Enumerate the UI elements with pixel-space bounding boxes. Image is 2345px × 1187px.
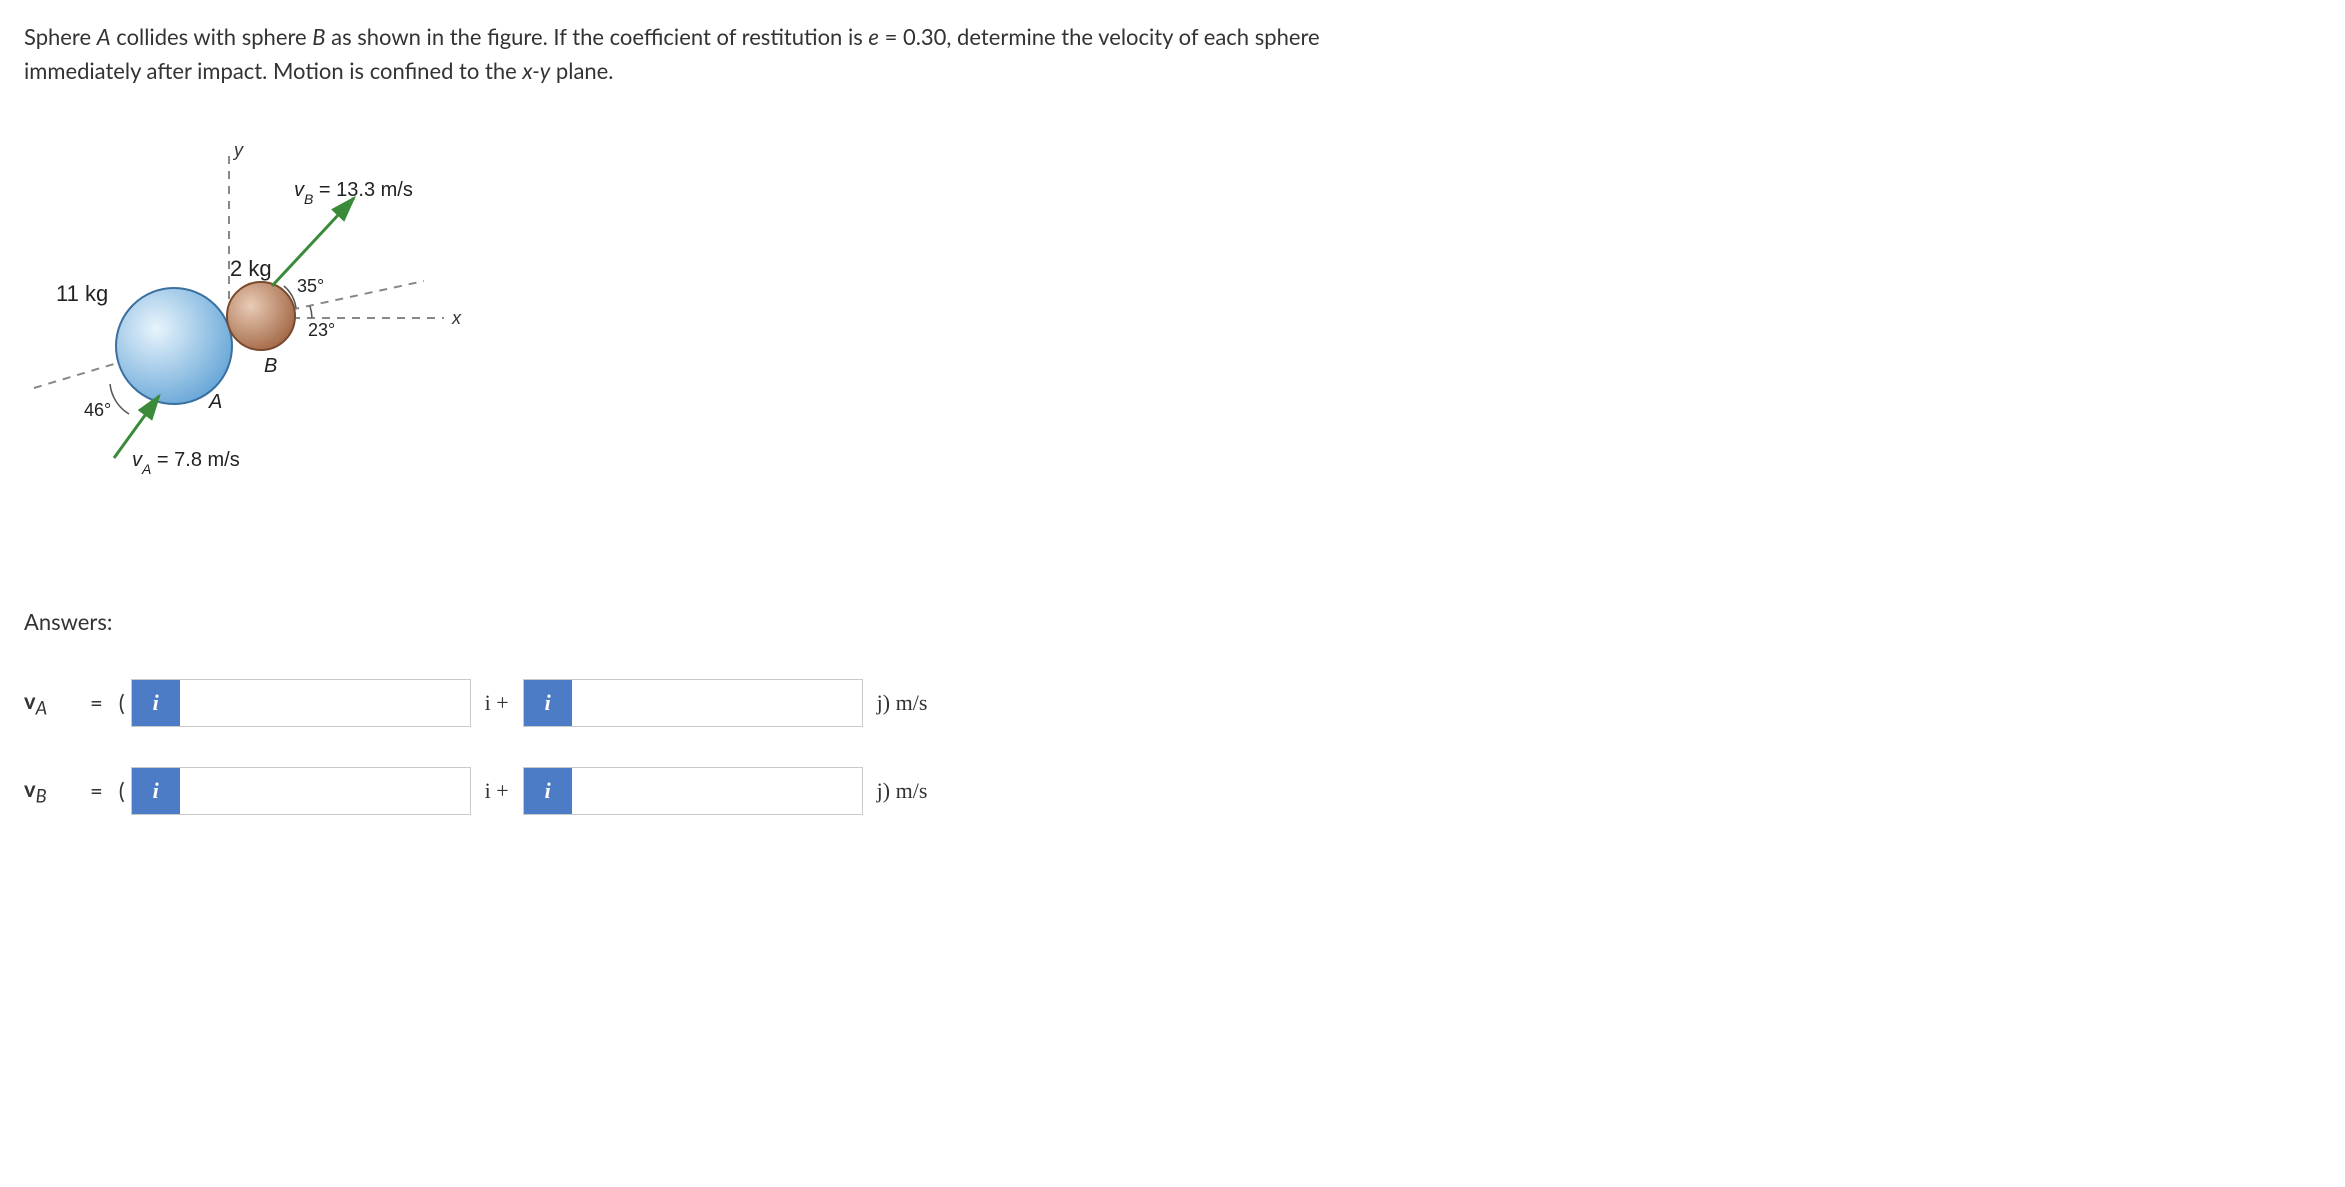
va-j-field[interactable] — [572, 680, 862, 726]
text: plane. — [550, 57, 613, 84]
sym-e: e — [868, 23, 879, 50]
vb-value: vB = 13.3 m/s — [294, 179, 413, 207]
answers-label: Answers: — [24, 605, 2321, 639]
mass-a-label: 11 kg — [56, 281, 108, 306]
answer-row-va: vA = ( i i + i j) m/s — [24, 679, 2321, 727]
vb-arrow — [272, 198, 354, 286]
sym-xy: x-y — [522, 57, 550, 84]
problem-statement: Sphere A collides with sphere B as shown… — [24, 20, 2321, 88]
angle-23-arc — [310, 306, 312, 318]
input-va-i[interactable]: i — [131, 679, 471, 727]
info-icon: i — [524, 680, 572, 726]
mass-b-label: 2 kg — [230, 256, 272, 281]
angle-46-arc — [110, 384, 129, 414]
angle-46-label: 46° — [84, 400, 111, 420]
open-paren: ( — [119, 774, 125, 808]
a-label: A — [208, 391, 222, 413]
sym-va: vA — [24, 684, 80, 722]
i-plus: i + — [485, 686, 509, 720]
angle-23-label: 23° — [308, 320, 335, 340]
sym-A: A — [97, 23, 111, 50]
unit-tail: j) m/s — [877, 686, 928, 720]
b-label: B — [264, 355, 277, 377]
text: collides with sphere — [111, 23, 313, 50]
info-icon: i — [132, 680, 180, 726]
sym-vb: vB — [24, 772, 80, 810]
sym-B: B — [312, 23, 325, 50]
eq-sign: = — [90, 686, 103, 720]
input-va-j[interactable]: i — [523, 679, 863, 727]
vb-i-field[interactable] — [180, 768, 470, 814]
open-paren: ( — [119, 686, 125, 720]
text: as shown in the figure. If the coefficie… — [326, 23, 869, 50]
y-label: y — [232, 140, 244, 160]
angle-35-label: 35° — [297, 276, 324, 296]
info-icon: i — [132, 768, 180, 814]
unit-tail: j) m/s — [877, 774, 928, 808]
input-vb-i[interactable]: i — [131, 767, 471, 815]
info-icon: i — [524, 768, 572, 814]
sphere-a — [116, 288, 232, 404]
vb-j-field[interactable] — [572, 768, 862, 814]
figure: y x 11 kg 2 kg 35° 23° 46° A B vB = 13.3… — [24, 136, 2321, 565]
sphere-b — [227, 282, 295, 350]
va-value: vA = 7.8 m/s — [132, 449, 240, 477]
diagram-svg: y x 11 kg 2 kg 35° 23° 46° A B vB = 13.3… — [24, 136, 504, 556]
text: immediately after impact. Motion is conf… — [24, 57, 522, 84]
text: = 0.30, determine the velocity of each s… — [879, 23, 1320, 50]
x-label: x — [451, 308, 462, 328]
text: Sphere — [24, 23, 97, 50]
answer-row-vb: vB = ( i i + i j) m/s — [24, 767, 2321, 815]
i-plus: i + — [485, 774, 509, 808]
eq-sign: = — [90, 774, 103, 808]
va-i-field[interactable] — [180, 680, 470, 726]
input-vb-j[interactable]: i — [523, 767, 863, 815]
